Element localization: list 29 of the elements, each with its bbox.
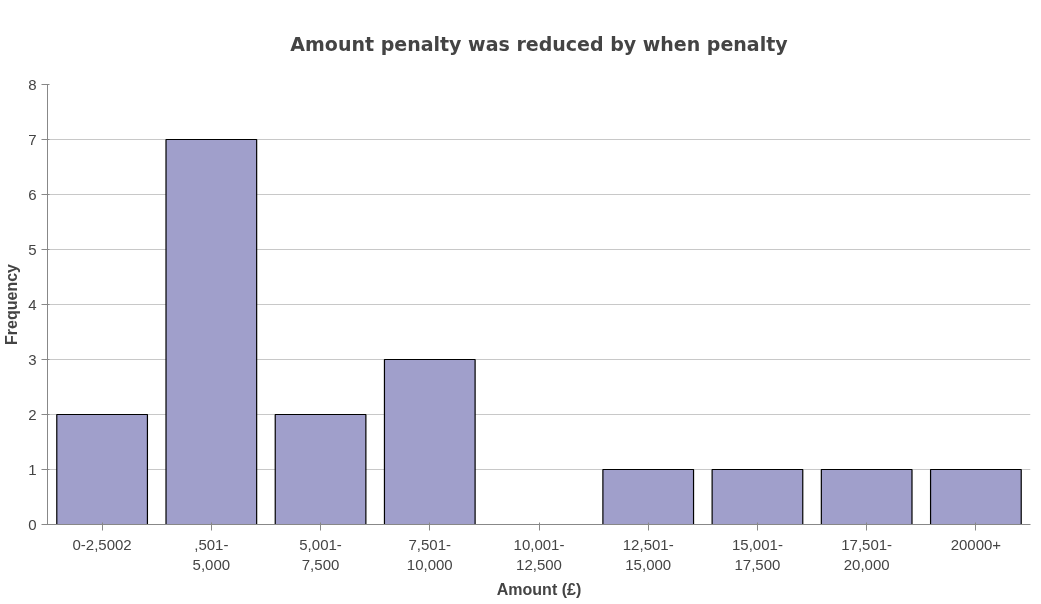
bar [820, 468, 913, 525]
bar [711, 468, 804, 525]
x-tick-label: 7,501- 10,000 [406, 535, 453, 573]
x-tick-label: ,501- 5,000 [192, 535, 231, 573]
x-tick-label: 0-2,5002 [72, 535, 132, 553]
bar [274, 413, 367, 525]
bar [929, 468, 1022, 525]
x-tick-label: 5,001- 7,500 [299, 535, 342, 573]
x-axis-title: Amount (£) [496, 580, 582, 598]
y-tick-label: 5 [28, 240, 37, 258]
chart-title: Amount penalty was reduced by when penalty [290, 32, 789, 55]
x-tick-label: 15,001- 17,500 [732, 535, 783, 573]
x-tick-label: 17,501- 20,000 [841, 535, 893, 573]
y-tick-label: 8 [28, 75, 37, 93]
y-axis-title: Frequency [3, 263, 21, 345]
y-tick-label: 4 [28, 295, 37, 313]
y-tick-label: 0 [28, 515, 37, 533]
y-tick-label: 2 [28, 405, 37, 423]
y-tick-label: 1 [28, 460, 37, 478]
x-tick-label: 12,501- 15,000 [622, 535, 674, 573]
bar [602, 468, 695, 525]
x-tick-label: 10,001- 12,500 [513, 535, 565, 573]
x-tick-label: 20000+ [950, 535, 1002, 553]
y-tick-label: 7 [28, 130, 37, 148]
y-tick-label: 6 [28, 185, 37, 203]
bar [56, 413, 149, 525]
y-tick-label: 3 [28, 350, 37, 368]
bar [383, 358, 476, 525]
bar [165, 138, 258, 525]
